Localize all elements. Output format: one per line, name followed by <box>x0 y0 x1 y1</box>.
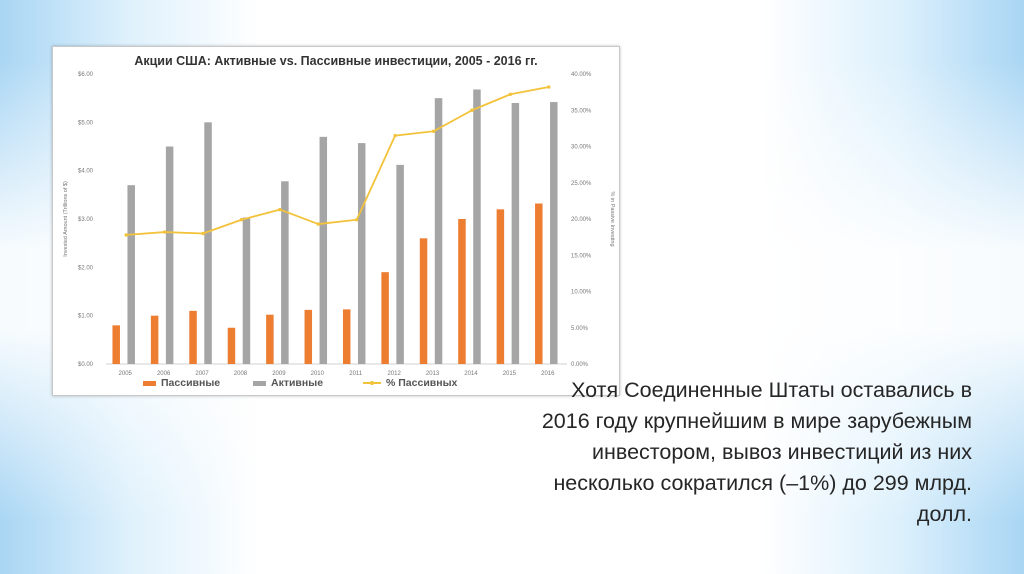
bar-active <box>396 164 404 364</box>
x-tick-label: 2009 <box>272 371 286 377</box>
bar-active <box>204 122 212 364</box>
x-tick-label: 2015 <box>503 371 517 377</box>
x-tick-label: 2010 <box>311 371 325 377</box>
bar-active <box>165 146 174 364</box>
legend-label-pct: % Пассивных <box>386 377 458 389</box>
y-tick-label: $6.00 <box>78 72 94 78</box>
bar-active <box>319 136 328 364</box>
bar-passive <box>266 314 274 364</box>
line-point <box>393 133 397 138</box>
bar-active <box>281 181 289 364</box>
bar-active <box>242 217 251 364</box>
caption-line: 2016 году крупнейшим в мире зарубежным <box>541 409 972 433</box>
y2-axis-title: % in Passive Investing <box>609 191 615 246</box>
caption-line: несколько сократился (–1%) до 299 млрд. <box>553 471 972 495</box>
line-point <box>547 85 551 89</box>
line-point <box>239 218 244 222</box>
slide-caption: Хотя Соединенные Штаты оставались в 2016… <box>450 375 972 530</box>
line-point <box>278 207 282 212</box>
y2-tick-label: 30.00% <box>571 145 592 151</box>
line-point <box>162 230 167 234</box>
caption-line: инвестором, вывоз инвестиций из них <box>592 440 972 464</box>
line-point <box>470 108 474 112</box>
combo-chart: Акции США: Активные vs. Пассивные инвест… <box>63 54 615 389</box>
y-tick-label: $5.00 <box>78 120 94 126</box>
bar-active <box>127 185 135 364</box>
bar-passive <box>535 203 543 364</box>
y2-tick-label: 25.00% <box>571 181 592 187</box>
y2-tick-label: 20.00% <box>571 217 592 223</box>
line-point <box>201 231 205 236</box>
bar-passive <box>381 272 389 364</box>
x-tick-label: 2013 <box>426 371 440 377</box>
y-tick-label: $0.00 <box>78 362 94 368</box>
legend-label-active: Активные <box>271 377 323 389</box>
x-tick-label: 2011 <box>349 371 363 377</box>
legend-label-passive: Пассивные <box>161 377 220 389</box>
y2-tick-label: 35.00% <box>571 108 592 114</box>
y2-tick-label: 40.00% <box>571 72 592 78</box>
bar-active <box>473 89 481 364</box>
y-tick-label: $2.00 <box>78 265 94 271</box>
bar-active <box>511 103 520 364</box>
bar-active <box>550 102 558 365</box>
y-axis-title: Invested Amount (Trillions of $) <box>63 181 69 257</box>
caption-line: долл. <box>916 502 972 526</box>
bar-passive <box>304 309 313 364</box>
bar-passive <box>150 315 159 364</box>
series-line-passive-pct <box>126 86 549 236</box>
x-tick-label: 2012 <box>387 371 401 377</box>
line-point <box>316 222 320 226</box>
legend-swatch-passive <box>143 381 156 386</box>
bar-passive <box>342 309 351 364</box>
bar-passive <box>112 325 120 364</box>
chart-title: Акции США: Активные vs. Пассивные инвест… <box>134 54 537 68</box>
x-tick-label: 2007 <box>195 371 209 377</box>
y-tick-label: $1.00 <box>78 314 94 320</box>
x-tick-label: 2016 <box>541 371 555 377</box>
bar-passive <box>496 209 505 364</box>
y-tick-label: $3.00 <box>78 217 94 223</box>
x-tick-label: 2006 <box>157 371 171 377</box>
line-point <box>431 129 436 133</box>
chart-panel: Акции США: Активные vs. Пассивные инвест… <box>52 46 620 396</box>
y2-tick-label: 10.00% <box>571 290 592 296</box>
bar-active <box>434 98 443 364</box>
line-point <box>355 218 359 222</box>
y2-tick-label: 15.00% <box>571 253 592 259</box>
y-tick-label: $4.00 <box>78 169 94 175</box>
caption-line: Хотя Соединенные Штаты оставались в <box>571 378 972 402</box>
x-tick-label: 2005 <box>119 371 133 377</box>
legend-marker-pct <box>370 381 374 385</box>
y2-tick-label: 0.00% <box>571 362 589 368</box>
bar-passive <box>189 310 197 364</box>
y2-tick-label: 5.00% <box>571 326 589 332</box>
bar-passive <box>227 327 236 364</box>
line-point <box>124 233 128 237</box>
legend-swatch-active <box>253 381 266 386</box>
bar-passive <box>458 219 466 364</box>
line-point <box>508 92 513 96</box>
x-tick-label: 2008 <box>234 371 248 377</box>
bar-active <box>357 143 366 364</box>
bar-passive <box>419 238 428 364</box>
x-tick-label: 2014 <box>464 371 478 377</box>
